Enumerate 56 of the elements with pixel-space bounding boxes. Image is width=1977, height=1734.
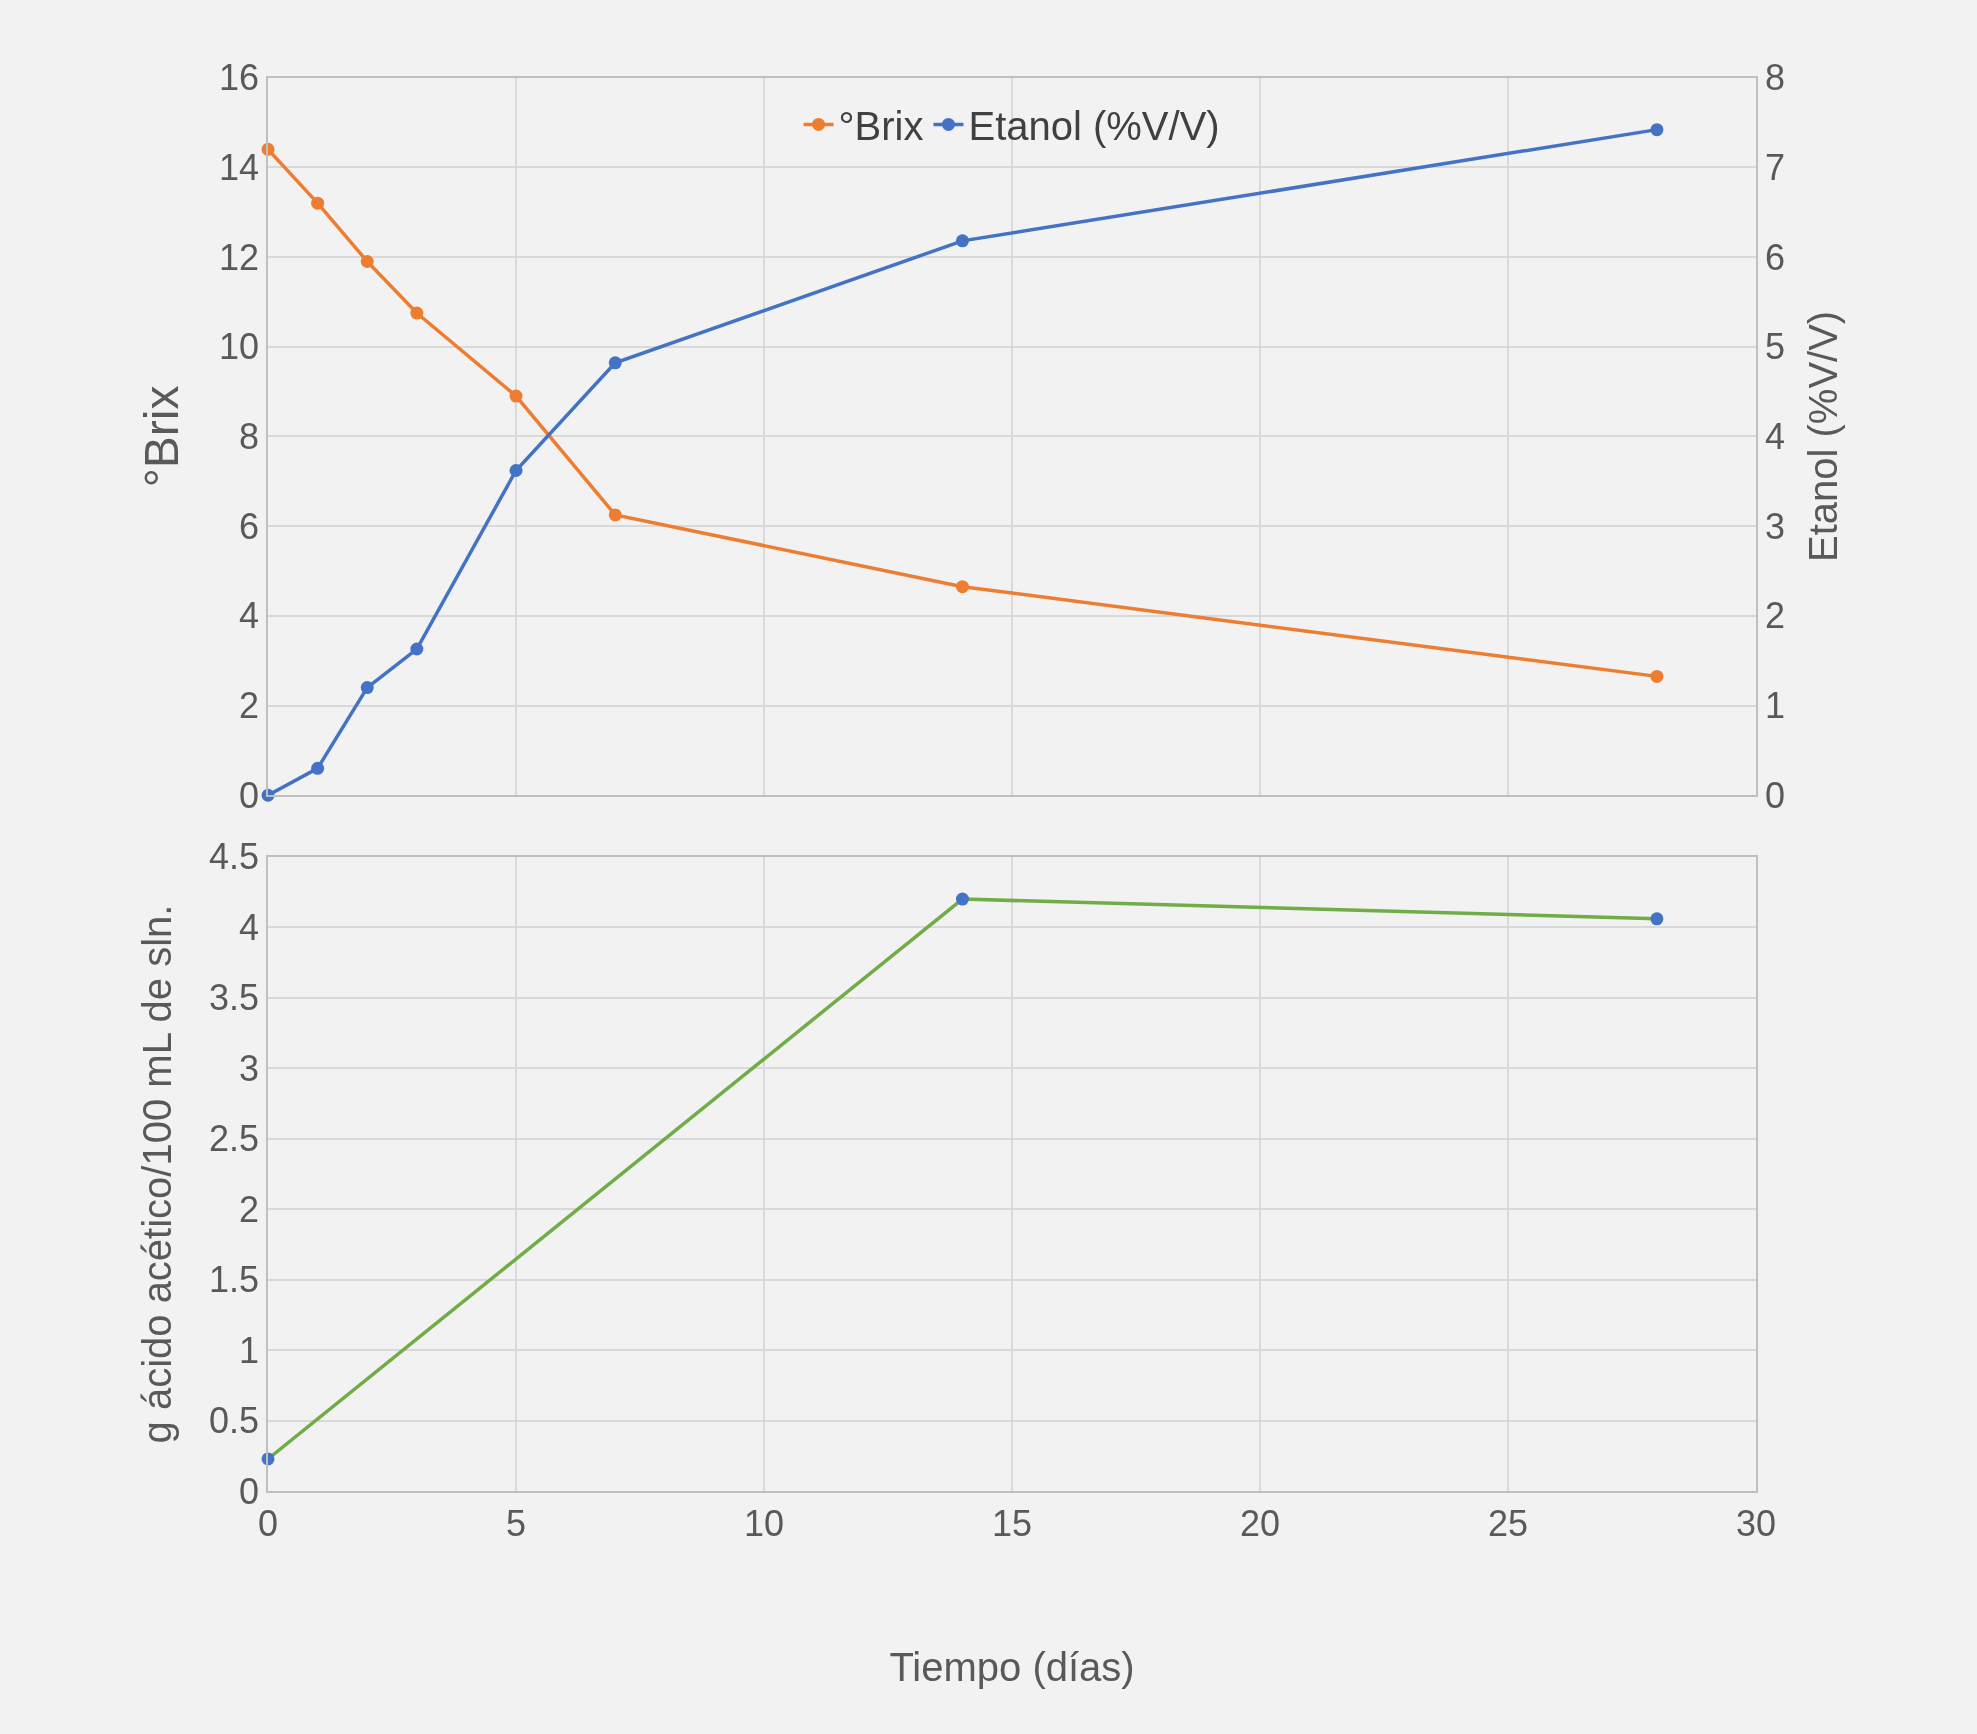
point [360,681,374,695]
y2-tick-label: 4 [1765,416,1786,458]
point [1650,669,1664,683]
point [1650,912,1664,926]
point [311,196,325,210]
y-tick-label: 3 [239,1047,260,1089]
y2-axis-title: Etanol (%V/V) [1801,310,1846,563]
y-tick-label: 1 [239,1329,260,1371]
y-tick-label: 3.5 [209,977,260,1019]
y-tick-label: 16 [219,57,260,99]
point [410,642,424,656]
x-tick-label: 25 [1488,1503,1529,1545]
y-tick-label: 12 [219,236,260,278]
point [509,389,523,403]
y2-tick-label: 6 [1765,236,1786,278]
x-axis-title: Tiempo (días) [889,1645,1135,1690]
y2-tick-label: 5 [1765,326,1786,368]
y-tick-label: 2 [239,1188,260,1230]
y-tick-label: 14 [219,146,260,188]
y-tick-label: 4.5 [209,836,260,878]
point [608,508,622,522]
point [410,306,424,320]
y2-tick-label: 2 [1765,595,1786,637]
y-tick-label: 8 [239,416,260,458]
point [608,356,622,370]
point [955,234,969,248]
y-tick-label: 10 [219,326,260,368]
x-tick-label: 5 [506,1503,527,1545]
y-tick-label: 0.5 [209,1400,260,1442]
x-tick-label: 20 [1240,1503,1281,1545]
x-tick-label: 30 [1736,1503,1777,1545]
y-tick-label: 4 [239,906,260,948]
x-tick-label: 10 [744,1503,785,1545]
y-tick-label: 0 [239,1470,260,1512]
y2-tick-label: 0 [1765,774,1786,816]
y2-tick-label: 3 [1765,505,1786,547]
legend-label: Etanol (%V/V) [968,104,1220,149]
y2-tick-label: 8 [1765,57,1786,99]
point [955,892,969,906]
y-tick-label: 4 [239,595,260,637]
point [360,254,374,268]
point [1650,123,1664,137]
point [509,464,523,477]
y2-tick-label: 1 [1765,685,1786,727]
legend-label: °Brix [838,104,924,149]
y-tick-label: 0 [239,774,260,816]
y-tick-label: 2.5 [209,1118,260,1160]
x-tick-label: 15 [992,1503,1033,1545]
y-tick-label: 2 [239,685,260,727]
y-tick-label: 6 [239,505,260,547]
y-axis-title: g ácido acético/100 mL de sln. [135,904,180,1444]
point [311,761,325,775]
y2-tick-label: 7 [1765,146,1786,188]
point [955,580,969,594]
y-tick-label: 1.5 [209,1259,260,1301]
y-axis-title: °Brix [135,385,189,488]
